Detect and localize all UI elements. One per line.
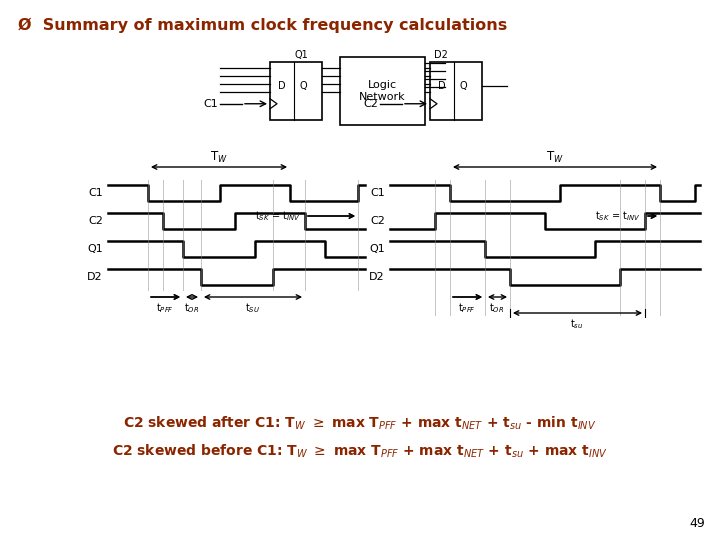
Text: D2: D2 bbox=[369, 272, 385, 282]
Text: C1: C1 bbox=[370, 188, 385, 198]
Text: Logic
Network: Logic Network bbox=[359, 80, 405, 102]
Text: D2: D2 bbox=[87, 272, 103, 282]
Bar bbox=[430, 62, 482, 120]
Text: t$_{PFF}$: t$_{PFF}$ bbox=[458, 301, 476, 315]
Text: C1: C1 bbox=[203, 99, 218, 109]
Text: D2: D2 bbox=[434, 50, 448, 60]
Text: t$_{SK}$ = t$_{INV}$: t$_{SK}$ = t$_{INV}$ bbox=[595, 209, 640, 223]
Text: t$_{su}$: t$_{su}$ bbox=[570, 317, 584, 331]
Text: Ø  Summary of maximum clock frequency calculations: Ø Summary of maximum clock frequency cal… bbox=[18, 18, 508, 33]
Text: C2: C2 bbox=[370, 216, 385, 226]
Text: t$_{OR}$: t$_{OR}$ bbox=[490, 301, 505, 315]
Text: D: D bbox=[438, 82, 446, 91]
Bar bbox=[340, 57, 425, 125]
Bar bbox=[270, 62, 322, 120]
Text: Q: Q bbox=[460, 82, 467, 91]
Text: Q1: Q1 bbox=[369, 244, 385, 254]
Text: Q1: Q1 bbox=[294, 50, 308, 60]
Text: C2: C2 bbox=[363, 99, 378, 109]
Text: C1: C1 bbox=[89, 188, 103, 198]
Text: C2 skewed after C1: T$_{W}$ $\geq$ max T$_{PFF}$ + max t$_{NET}$ + t$_{su}$ - mi: C2 skewed after C1: T$_{W}$ $\geq$ max T… bbox=[123, 415, 597, 433]
Text: t$_{SU}$: t$_{SU}$ bbox=[246, 301, 261, 315]
Text: 49: 49 bbox=[689, 517, 705, 530]
Text: Q1: Q1 bbox=[87, 244, 103, 254]
Text: t$_{OR}$: t$_{OR}$ bbox=[184, 301, 199, 315]
Text: C2: C2 bbox=[88, 216, 103, 226]
Text: C2 skewed before C1: T$_{W}$ $\geq$ max T$_{PFF}$ + max t$_{NET}$ + t$_{su}$ + m: C2 skewed before C1: T$_{W}$ $\geq$ max … bbox=[112, 443, 608, 461]
Text: D: D bbox=[278, 82, 286, 91]
Text: T$_W$: T$_W$ bbox=[546, 150, 564, 165]
Text: T$_W$: T$_W$ bbox=[210, 150, 228, 165]
Text: Q: Q bbox=[300, 82, 307, 91]
Text: t$_{SK}$ = t$_{INV}$: t$_{SK}$ = t$_{INV}$ bbox=[255, 209, 300, 223]
Text: t$_{PFF}$: t$_{PFF}$ bbox=[156, 301, 174, 315]
